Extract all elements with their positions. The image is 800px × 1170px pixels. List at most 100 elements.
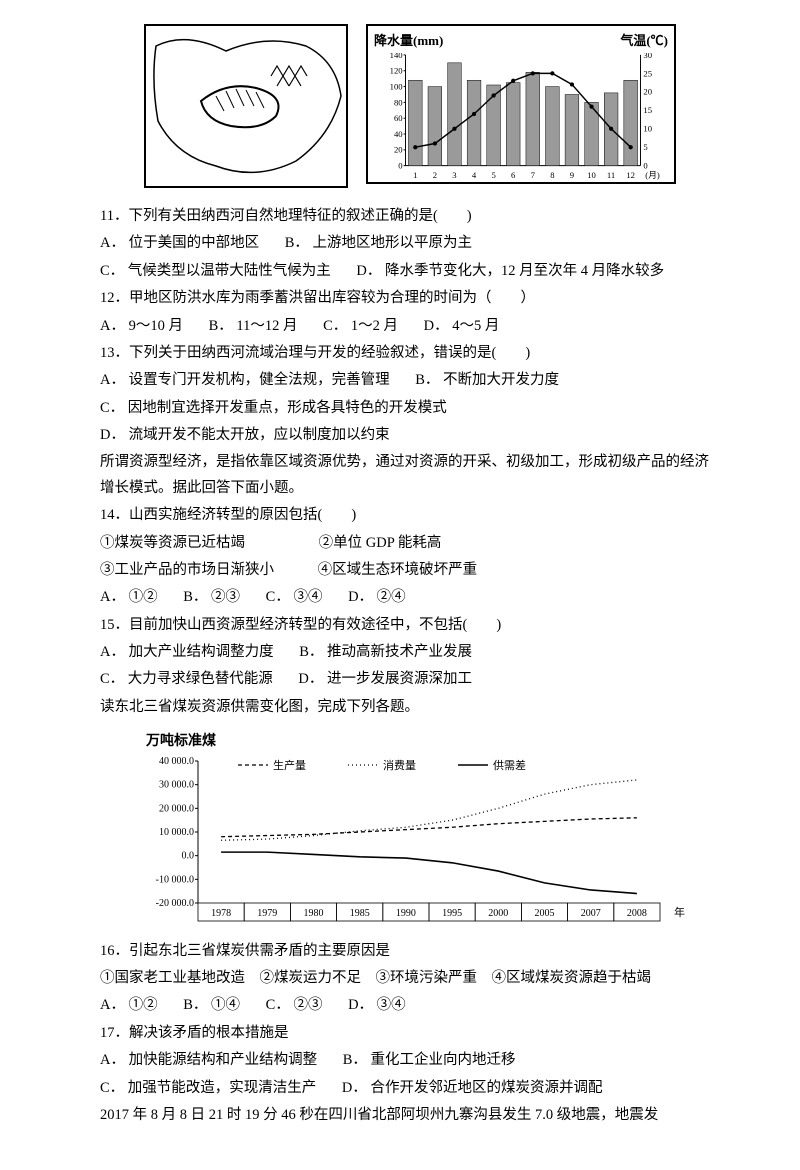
svg-text:30: 30 xyxy=(643,53,652,60)
q16-C: C． ②③ xyxy=(266,993,323,1018)
svg-text:11: 11 xyxy=(607,170,615,180)
q15-A: A． 加大产业结构调整力度 xyxy=(100,640,274,665)
svg-text:年: 年 xyxy=(674,905,685,919)
passage-2: 读东北三省煤炭资源供需变化图，完成下列各题。 xyxy=(100,695,720,720)
svg-text:60: 60 xyxy=(394,113,403,123)
q14-stem: 14．山西实施经济转型的原因包括( ) xyxy=(100,503,720,528)
supply-demand-figure: 万吨标准煤 40 000.030 000.020 000.010 000.00.… xyxy=(100,730,720,925)
q16-lines: ①国家老工业基地改造 ②煤炭运力不足 ③环境污染严重 ④区域煤炭资源趋于枯竭 xyxy=(100,966,720,991)
q16-D: D． ③④ xyxy=(348,993,406,1018)
q15-B: B． 推动高新技术产业发展 xyxy=(299,640,472,665)
q14-opts: A． ①② B． ②③ C． ③④ D． ②④ xyxy=(100,585,720,610)
q13-opts-row1: A． 设置专门开发机构，健全法规，完善管理 B． 不断加大开发力度 xyxy=(100,368,720,393)
q16-stem: 16．引起东北三省煤炭供需矛盾的主要原因是 xyxy=(100,939,720,964)
q11-stem: 11．下列有关田纳西河自然地理特征的叙述正确的是( ) xyxy=(100,204,720,229)
svg-text:2000: 2000 xyxy=(488,908,508,919)
q14-A: A． ①② xyxy=(100,585,158,610)
q14-D: D． ②④ xyxy=(348,585,406,610)
svg-text:2: 2 xyxy=(433,170,437,180)
svg-text:1978: 1978 xyxy=(211,908,231,919)
svg-text:100: 100 xyxy=(390,81,403,91)
svg-text:4: 4 xyxy=(472,170,477,180)
passage-3: 2017 年 8 月 8 日 21 时 19 分 46 秒在四川省北部阿坝州九寨… xyxy=(100,1103,720,1128)
q12-D: D． 4～5 月 xyxy=(424,314,500,339)
q15-opts-row2: C． 大力寻求绿色替代能源 D． 进一步发展资源深加工 xyxy=(100,667,720,692)
temp-axis-title: 气温(℃) xyxy=(620,30,668,53)
svg-text:1979: 1979 xyxy=(257,908,277,919)
svg-text:8: 8 xyxy=(550,170,554,180)
q15-opts-row1: A． 加大产业结构调整力度 B． 推动高新技术产业发展 xyxy=(100,640,720,665)
svg-text:40 000.0: 40 000.0 xyxy=(159,756,194,767)
svg-text:1990: 1990 xyxy=(396,908,416,919)
q17-opts-row2: C． 加强节能改造，实现清洁生产 D． 合作开发邻近地区的煤炭资源并调配 xyxy=(100,1076,720,1101)
q11-D: D． 降水季节变化大，12 月至次年 4 月降水较多 xyxy=(356,259,664,284)
q11-B: B． 上游地区地形以平原为主 xyxy=(285,231,472,256)
q12-A: A． 9～10 月 xyxy=(100,314,183,339)
svg-text:供需差: 供需差 xyxy=(493,758,526,772)
q17-D: D． 合作开发邻近地区的煤炭资源并调配 xyxy=(342,1076,603,1101)
q14-C: C． ③④ xyxy=(266,585,323,610)
q15-stem: 15．目前加快山西资源型经济转型的有效途径中，不包括( ) xyxy=(100,613,720,638)
q11-C: C． 气候类型以温带大陆性气候为主 xyxy=(100,259,331,284)
svg-text:10: 10 xyxy=(643,123,652,133)
passage-1: 所谓资源型经济，是指依靠区域资源优势，通过对资源的开采、初级加工，形成初级产品的… xyxy=(100,450,720,501)
q17-C: C． 加强节能改造，实现清洁生产 xyxy=(100,1076,316,1101)
q13-C: C． 因地制宜选择开发重点，形成各具特色的开发模式 xyxy=(100,396,720,421)
q14-item1: ①煤炭等资源已近枯竭 xyxy=(100,531,245,556)
svg-text:2008: 2008 xyxy=(627,908,647,919)
q11-opts-row2: C． 气候类型以温带大陆性气候为主 D． 降水季节变化大，12 月至次年 4 月… xyxy=(100,259,720,284)
svg-text:5: 5 xyxy=(491,170,495,180)
figure-row-1: 降水量(mm) 气温(℃) 02040608010012014005101520… xyxy=(100,24,720,188)
q15-D: D． 进一步发展资源深加工 xyxy=(298,667,472,692)
svg-text:7: 7 xyxy=(531,170,536,180)
q14-B: B． ②③ xyxy=(183,585,240,610)
q14-item4: ④区域生态环境破坏严重 xyxy=(318,558,478,583)
q16-opts: A． ①② B． ①④ C． ②③ D． ③④ xyxy=(100,993,720,1018)
svg-text:20 000.0: 20 000.0 xyxy=(159,803,194,814)
q11-A: A． 位于美国的中部地区 xyxy=(100,231,259,256)
svg-text:40: 40 xyxy=(394,129,403,139)
svg-text:120: 120 xyxy=(390,65,403,75)
svg-text:30 000.0: 30 000.0 xyxy=(159,779,194,790)
svg-text:0: 0 xyxy=(643,160,647,170)
q13-stem: 13．下列关于田纳西河流域治理与开发的经验叙述，错误的是( ) xyxy=(100,341,720,366)
q12-opts: A． 9～10 月 B． 11～12 月 C． 1～2 月 D． 4～5 月 xyxy=(100,314,720,339)
q17-stem: 17．解决该矛盾的根本措施是 xyxy=(100,1021,720,1046)
svg-text:1995: 1995 xyxy=(442,908,462,919)
q13-A: A． 设置专门开发机构，健全法规，完善管理 xyxy=(100,368,390,393)
q14-items-row2: ③工业产品的市场日渐狭小 ④区域生态环境破坏严重 xyxy=(100,558,720,583)
svg-text:6: 6 xyxy=(511,170,516,180)
q15-C: C． 大力寻求绿色替代能源 xyxy=(100,667,273,692)
q14-item2: ②单位 GDP 能耗高 xyxy=(319,531,442,556)
q13-B: B． 不断加大开发力度 xyxy=(415,368,559,393)
q14-item3: ③工业产品的市场日渐狭小 xyxy=(100,558,274,583)
svg-text:140: 140 xyxy=(390,53,403,60)
q12-C: C． 1～2 月 xyxy=(323,314,398,339)
svg-text:-10 000.0: -10 000.0 xyxy=(156,874,194,885)
svg-text:25: 25 xyxy=(643,68,652,78)
svg-text:9: 9 xyxy=(570,170,574,180)
svg-text:20: 20 xyxy=(643,86,652,96)
q17-opts-row1: A． 加快能源结构和产业结构调整 B． 重化工企业向内地迁移 xyxy=(100,1048,720,1073)
svg-text:1: 1 xyxy=(413,170,417,180)
svg-text:0.0: 0.0 xyxy=(182,850,195,861)
q17-B: B． 重化工企业向内地迁移 xyxy=(343,1048,516,1073)
q12-stem: 12．甲地区防洪水库为雨季蓄洪留出库容较为合理的时间为（ ） xyxy=(100,286,720,311)
q12-B: B． 11～12 月 xyxy=(209,314,298,339)
svg-text:10 000.0: 10 000.0 xyxy=(159,827,194,838)
svg-text:生产量: 生产量 xyxy=(273,758,306,772)
svg-text:2005: 2005 xyxy=(535,908,555,919)
q11-opts-row1: A． 位于美国的中部地区 B． 上游地区地形以平原为主 xyxy=(100,231,720,256)
q14-items-row1: ①煤炭等资源已近枯竭 ②单位 GDP 能耗高 xyxy=(100,531,720,556)
svg-text:15: 15 xyxy=(643,105,652,115)
q17-A: A． 加快能源结构和产业结构调整 xyxy=(100,1048,317,1073)
svg-text:3: 3 xyxy=(452,170,456,180)
svg-text:1985: 1985 xyxy=(350,908,370,919)
q13-D: D． 流域开发不能太开放，应以制度加以约束 xyxy=(100,423,720,448)
svg-text:12: 12 xyxy=(626,170,635,180)
svg-text:20: 20 xyxy=(394,144,403,154)
map-figure xyxy=(144,24,348,188)
svg-text:消费量: 消费量 xyxy=(383,758,416,772)
svg-text:-20 000.0: -20 000.0 xyxy=(156,898,194,909)
q16-A: A． ①② xyxy=(100,993,158,1018)
